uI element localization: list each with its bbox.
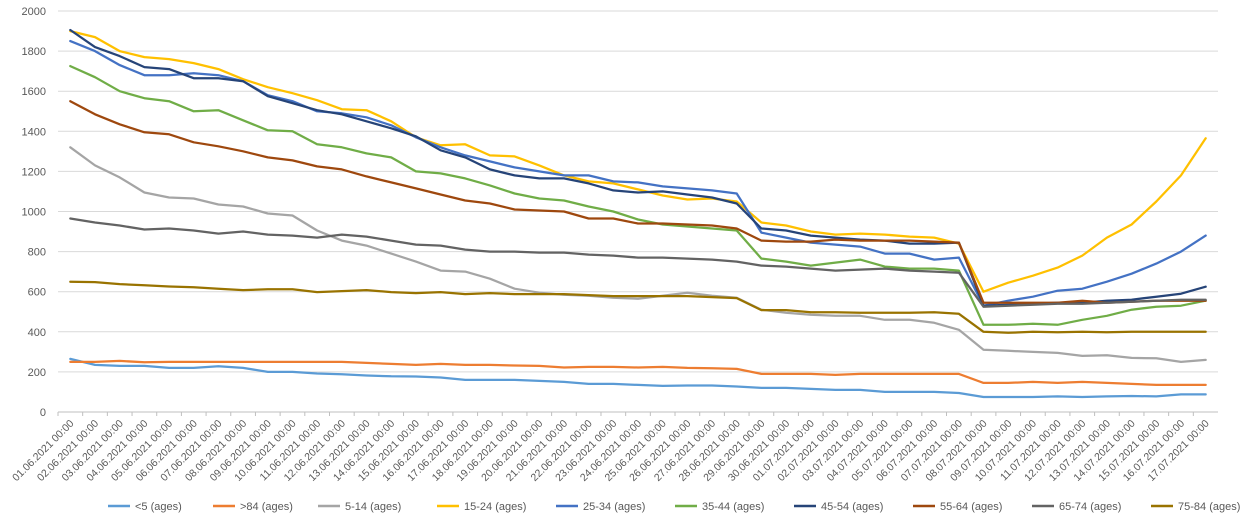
legend-item: 15-24 (ages) <box>437 501 526 513</box>
y-tick-label: 200 <box>28 367 46 379</box>
legend-label: 75-84 (ages) <box>1178 501 1240 513</box>
series-line-4 <box>69 29 1207 293</box>
legend-item: 65-74 (ages) <box>1032 501 1121 513</box>
legend-item: 45-54 (ages) <box>794 501 883 513</box>
y-tick-label: 400 <box>28 327 46 339</box>
legend-item: >84 (ages) <box>213 501 293 513</box>
y-tick-label: 600 <box>28 287 46 299</box>
series-line-10 <box>69 280 1207 334</box>
series-line-1 <box>69 357 1207 399</box>
y-tick-label: 1800 <box>22 46 46 58</box>
legend-item: 5-14 (ages) <box>318 501 401 513</box>
series-line-9 <box>69 217 1207 308</box>
series-line-7 <box>69 28 1207 307</box>
legend-label: 45-54 (ages) <box>821 501 883 513</box>
legend-item: 25-34 (ages) <box>556 501 645 513</box>
y-tick-label: 2000 <box>22 6 46 18</box>
plot-area <box>69 28 1207 399</box>
y-tick-label: 800 <box>28 247 46 259</box>
legend-label: 65-74 (ages) <box>1059 501 1121 513</box>
legend-label: >84 (ages) <box>240 501 293 513</box>
series-line-2 <box>69 359 1207 387</box>
legend-item: 75-84 (ages) <box>1151 501 1240 513</box>
y-tick-label: 1200 <box>22 166 46 178</box>
legend-label: 25-34 (ages) <box>583 501 645 513</box>
series-line-3 <box>69 146 1207 364</box>
legend-label: <5 (ages) <box>135 501 182 513</box>
y-tick-label: 1400 <box>22 126 46 138</box>
legend-item: 55-64 (ages) <box>913 501 1002 513</box>
legend-item: <5 (ages) <box>108 501 182 513</box>
legend-item: 35-44 (ages) <box>675 501 764 513</box>
legend-label: 55-64 (ages) <box>940 501 1002 513</box>
legend-label: 35-44 (ages) <box>702 501 764 513</box>
legend-label: 5-14 (ages) <box>345 501 401 513</box>
gridlines <box>58 10 1218 413</box>
series-line-6 <box>69 64 1207 326</box>
y-tick-label: 1000 <box>22 207 46 219</box>
y-tick-label: 1600 <box>22 86 46 98</box>
y-tick-label: 0 <box>40 407 46 419</box>
y-axis: 0 200 400 600 800 1000 1200 1400 1600 1800 2000 <box>22 6 46 419</box>
legend-label: 15-24 (ages) <box>464 501 526 513</box>
series-line-8 <box>69 100 1207 304</box>
legend: <5 (ages) >84 (ages) 5-14 (ages) 15-24 (age… <box>108 501 1240 513</box>
